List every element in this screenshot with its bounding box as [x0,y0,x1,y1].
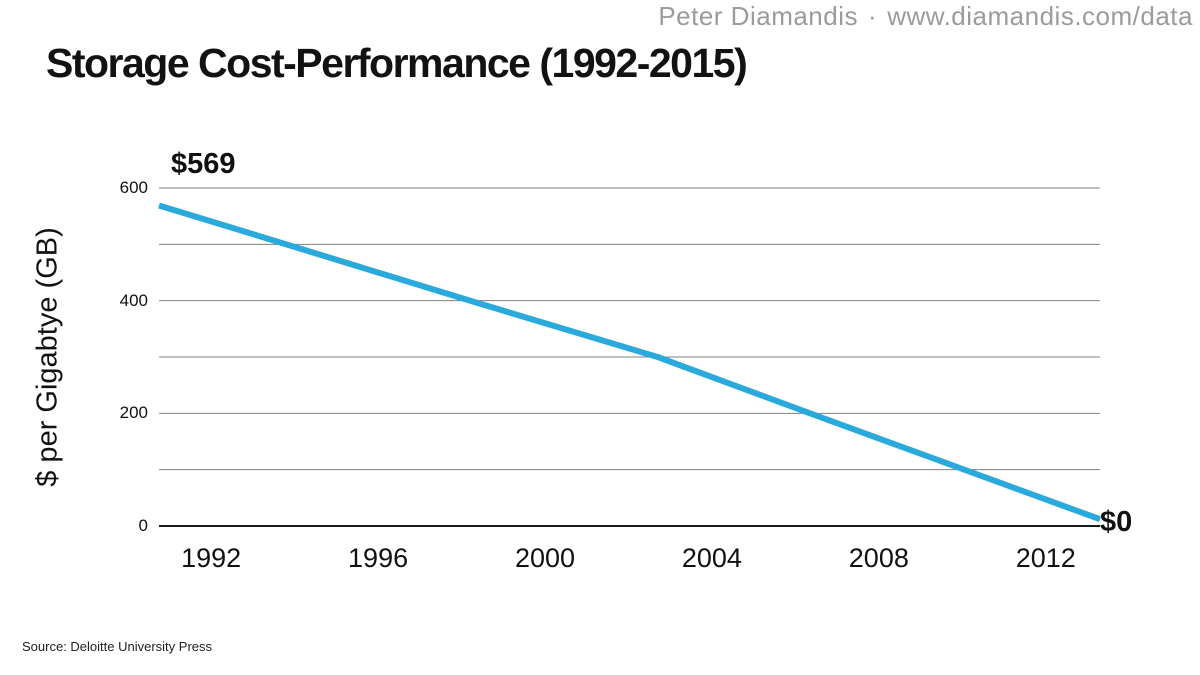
x-tick-label: 2008 [848,543,909,573]
y-tick-label: 400 [119,290,148,310]
x-tick-label: 2012 [1015,543,1076,573]
byline-author: Peter Diamandis [658,1,859,31]
annotation-end-value: $0 [1100,506,1133,538]
byline-url: www.diamandis.com/data [887,1,1193,31]
x-tick-label: 2004 [681,543,742,573]
y-tick-label: 0 [138,516,148,535]
y-tick-label: 200 [119,403,148,423]
chart-title: Storage Cost-Performance (1992-2015) [46,40,748,86]
x-tick-label: 1992 [181,543,242,573]
data-line-series [158,202,1102,523]
byline-header: Peter Diamandis · www.diamandis.com/data [658,1,1193,32]
x-tick-label: 1996 [348,543,409,573]
y-tick-label: 600 [119,178,148,197]
x-tick-label: 2000 [514,543,576,573]
source-credit: Source: Deloitte University Press [22,639,213,654]
annotation-start-value: $569 [171,148,236,180]
byline-separator-icon: · [868,1,878,31]
